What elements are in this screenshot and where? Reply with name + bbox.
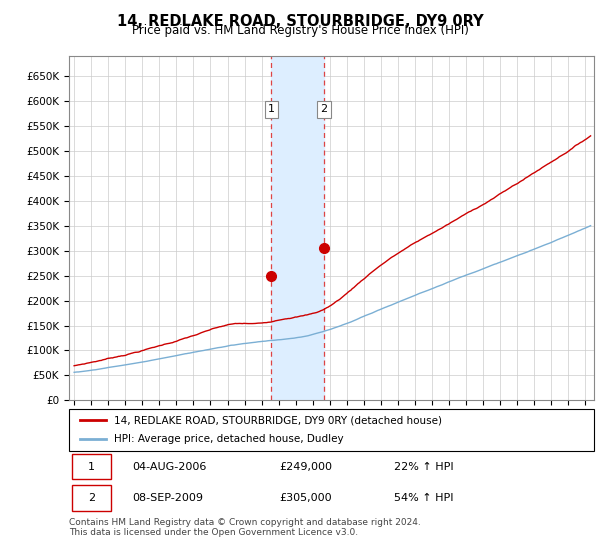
Text: 04-AUG-2006: 04-AUG-2006 [132,461,206,472]
Text: £305,000: £305,000 [279,493,332,503]
Text: HPI: Average price, detached house, Dudley: HPI: Average price, detached house, Dudl… [113,435,343,445]
Text: Contains HM Land Registry data © Crown copyright and database right 2024.
This d: Contains HM Land Registry data © Crown c… [69,518,421,538]
Text: 14, REDLAKE ROAD, STOURBRIDGE, DY9 0RY: 14, REDLAKE ROAD, STOURBRIDGE, DY9 0RY [116,14,484,29]
Bar [71,485,111,511]
Text: 54% ↑ HPI: 54% ↑ HPI [395,493,454,503]
Text: £249,000: £249,000 [279,461,332,472]
Text: 2: 2 [88,493,95,503]
Text: 14, REDLAKE ROAD, STOURBRIDGE, DY9 0RY (detached house): 14, REDLAKE ROAD, STOURBRIDGE, DY9 0RY (… [113,415,442,425]
Text: Price paid vs. HM Land Registry's House Price Index (HPI): Price paid vs. HM Land Registry's House … [131,24,469,37]
Text: 2: 2 [320,104,328,114]
Text: 22% ↑ HPI: 22% ↑ HPI [395,461,454,472]
Bar [71,454,111,479]
Text: 08-SEP-2009: 08-SEP-2009 [132,493,203,503]
Text: 1: 1 [88,461,95,472]
Text: 1: 1 [268,104,275,114]
Bar [271,56,324,400]
